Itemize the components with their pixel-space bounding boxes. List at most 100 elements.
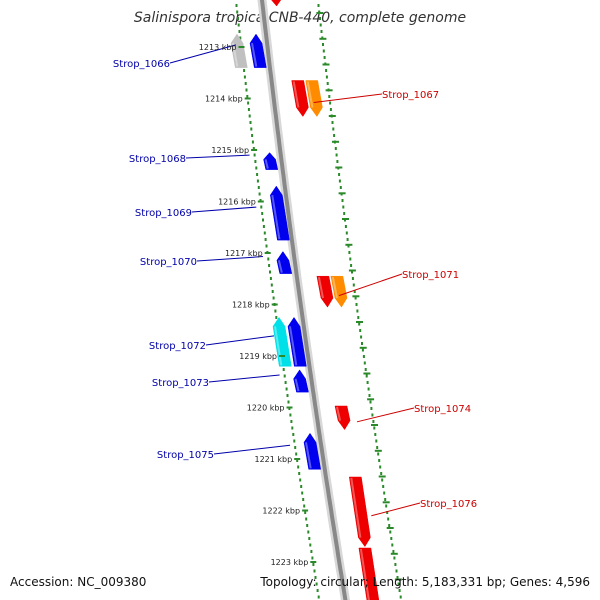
inner-dot xyxy=(253,153,256,157)
gene-arrow-Strop_1066[interactable] xyxy=(249,33,267,68)
inner-dot xyxy=(243,75,246,79)
outer-dot xyxy=(361,342,363,345)
inner-dot xyxy=(256,173,259,176)
outer-dot xyxy=(335,153,338,157)
companion-feature-Strop_1071[interactable] xyxy=(330,275,348,308)
outer-dot xyxy=(333,134,336,137)
outer-dot xyxy=(354,296,357,300)
outer-dot xyxy=(380,472,383,475)
gene-label-Strop_1066[interactable]: Strop_1066 xyxy=(113,59,170,70)
gene-arrow-Strop_1075[interactable] xyxy=(303,432,321,470)
topology-text: Topology: circular; Length: 5,183,331 bp… xyxy=(260,575,590,589)
gene-label-Strop_1073[interactable]: Strop_1073 xyxy=(152,378,209,389)
inner-dot xyxy=(264,238,267,241)
scale-major-tick xyxy=(279,355,285,357)
gene-label-Strop_1072[interactable]: Strop_1072 xyxy=(149,341,206,352)
inner-dot xyxy=(290,420,293,423)
label-leader-Strop_1066 xyxy=(169,44,237,64)
gene-label-Strop_1075[interactable]: Strop_1075 xyxy=(157,450,214,461)
gene-arrow-Strop_1073[interactable] xyxy=(293,369,309,393)
feature-highlight xyxy=(274,326,283,366)
feature-highlight xyxy=(232,42,239,67)
outer-dash xyxy=(319,37,327,40)
outer-dash xyxy=(322,63,330,66)
scale-labels: 1213 kbp 1214 kbp 1215 kbp 1216 kbp 1217 kbp… xyxy=(199,43,317,567)
gene-label-Strop_1071[interactable]: Strop_1071 xyxy=(402,270,459,281)
inner-dot xyxy=(316,589,319,592)
inner-dot xyxy=(309,543,312,547)
scale-major-tick xyxy=(310,561,317,563)
inner-dot xyxy=(292,433,295,436)
feature-highlight xyxy=(294,378,300,392)
gene-label-Strop_1074[interactable]: Strop_1074 xyxy=(414,404,471,415)
outer-dot xyxy=(389,530,392,534)
gene-arrow-Strop_1070[interactable] xyxy=(276,251,293,274)
gene-label-Strop_1067[interactable]: Strop_1067 xyxy=(382,90,439,101)
outer-dot xyxy=(319,17,321,20)
inner-dot xyxy=(301,491,304,495)
inner-dot xyxy=(302,498,305,501)
backbone-line xyxy=(259,0,348,600)
inner-dot xyxy=(247,108,250,111)
outer-dot xyxy=(342,205,345,209)
inner-dot xyxy=(237,17,239,20)
outer-dot xyxy=(382,485,385,488)
inner-dot xyxy=(305,517,308,521)
gene-arrow-clipped-top[interactable] xyxy=(269,0,282,7)
gene-arrow-clipped-bottom[interactable] xyxy=(358,547,380,600)
gene-arrow-Strop_1068[interactable] xyxy=(263,152,279,170)
outer-dot xyxy=(353,290,356,293)
companion-feature-Strop_1072[interactable] xyxy=(272,316,292,367)
label-leader-Strop_1076 xyxy=(371,502,421,517)
gene-label-Strop_1068[interactable]: Strop_1068 xyxy=(129,154,186,165)
outer-dot xyxy=(328,95,331,98)
inner-dot xyxy=(270,283,273,287)
outer-dot xyxy=(399,595,402,599)
outer-dot xyxy=(339,186,342,189)
outer-dot xyxy=(378,459,381,462)
label-leader-Strop_1075 xyxy=(213,444,291,455)
outer-dash xyxy=(394,578,402,581)
companion-feature-Strop_1066[interactable] xyxy=(230,33,248,68)
gene-labels: Strop_1066 Strop_1067 Strop_1068 Strop_1069… xyxy=(113,44,477,517)
gene-label-Strop_1076[interactable]: Strop_1076 xyxy=(420,499,477,510)
gene-arrow-Strop_1071[interactable] xyxy=(316,275,334,308)
scale-major-tick xyxy=(244,97,251,100)
gene-arrow-Strop_1067[interactable] xyxy=(291,80,309,117)
gene-arrow-Strop_1069[interactable] xyxy=(270,185,290,241)
outer-dot xyxy=(356,309,359,313)
feature-highlight xyxy=(306,81,314,108)
inner-dot xyxy=(287,400,290,404)
outer-dot xyxy=(361,348,364,352)
scale-major-tick xyxy=(238,46,245,48)
outer-dash xyxy=(363,372,371,375)
outer-dot xyxy=(350,264,353,267)
outer-dash xyxy=(342,218,349,220)
inner-dot xyxy=(251,140,254,144)
inner-dot xyxy=(263,231,266,235)
outer-dot xyxy=(388,524,391,527)
outer-dot xyxy=(395,569,398,573)
outer-dot xyxy=(363,361,366,365)
companion-feature-Strop_1067[interactable] xyxy=(305,80,323,117)
inner-dot xyxy=(294,446,297,449)
outer-dot xyxy=(379,465,382,469)
inner-dot xyxy=(252,147,255,150)
outer-dash xyxy=(345,243,353,246)
gene-arrow-Strop_1074[interactable] xyxy=(334,405,351,431)
inner-dot xyxy=(293,439,296,443)
scale-major-tick xyxy=(286,406,293,409)
outer-dash xyxy=(356,321,363,323)
outer-dot xyxy=(364,368,367,371)
outer-dot xyxy=(390,537,393,540)
gene-arrow-Strop_1076[interactable] xyxy=(349,476,371,548)
gene-label-Strop_1069[interactable]: Strop_1069 xyxy=(135,208,192,219)
inner-dot xyxy=(262,225,265,228)
gene-arrow-Strop_1072[interactable] xyxy=(287,316,307,367)
scale-label: 1220 kbp xyxy=(247,404,285,413)
outer-dot xyxy=(384,498,387,501)
outer-dot xyxy=(397,582,400,586)
gene-label-Strop_1070[interactable]: Strop_1070 xyxy=(140,257,197,268)
inner-dot xyxy=(299,478,302,482)
